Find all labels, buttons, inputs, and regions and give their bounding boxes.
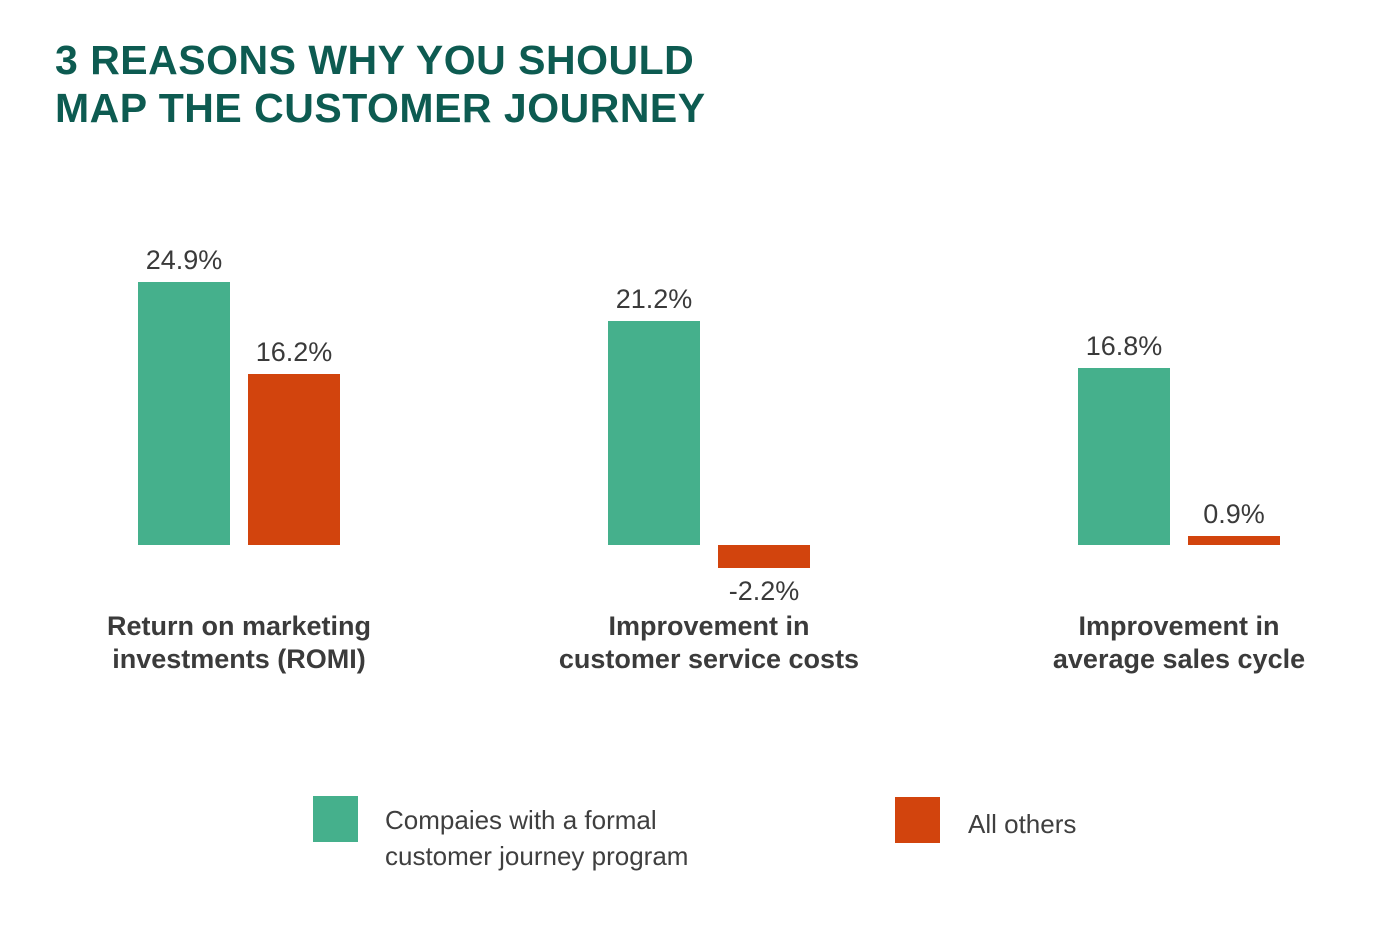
bar-group: 24.9% 16.2% Return on marketing investments… bbox=[107, 230, 371, 700]
legend-swatch-journey-program bbox=[313, 796, 358, 842]
bar-group: 16.8% 0.9% Improvement in average sales cyc… bbox=[1053, 230, 1305, 700]
bar-journey-program bbox=[608, 321, 700, 545]
category-label: Return on marketing investments (ROMI) bbox=[106, 611, 372, 674]
legend-label-all-others: All others bbox=[968, 809, 1077, 839]
bar-all-others bbox=[248, 373, 340, 545]
legend-swatch-all-others bbox=[895, 797, 940, 843]
value-label: 0.9% bbox=[1203, 498, 1265, 529]
bar-group: 21.2% -2.2% Improvement in customer service… bbox=[559, 230, 859, 700]
chart-title: 3 REASONS WHY YOU SHOULD MAP THE CUSTOME… bbox=[55, 36, 706, 132]
legend-label-line1: Compaies with a formal bbox=[385, 805, 657, 835]
category-label: Improvement in average sales cycle bbox=[1052, 611, 1306, 674]
chart-title-line2: MAP THE CUSTOMER JOURNEY bbox=[55, 85, 706, 131]
value-label: -2.2% bbox=[728, 576, 800, 607]
value-label: 16.2% bbox=[255, 336, 333, 367]
bar-journey-program bbox=[138, 282, 230, 545]
chart-title-line1: 3 REASONS WHY YOU SHOULD bbox=[55, 37, 695, 83]
value-label: 24.9% bbox=[145, 245, 223, 276]
value-label: 21.2% bbox=[615, 284, 693, 315]
chart: 24.9% 16.2% Return on marketing investments… bbox=[0, 230, 1381, 700]
value-label: 16.8% bbox=[1085, 330, 1163, 361]
category-label: Improvement in customer service costs bbox=[558, 611, 860, 674]
legend-label-journey-program: Compaies with a formal customer journey … bbox=[385, 802, 688, 874]
bar-all-others bbox=[1188, 535, 1280, 545]
legend-label-line2: customer journey program bbox=[385, 841, 689, 871]
bar-journey-program bbox=[1078, 367, 1170, 545]
bar-all-others bbox=[718, 545, 810, 569]
